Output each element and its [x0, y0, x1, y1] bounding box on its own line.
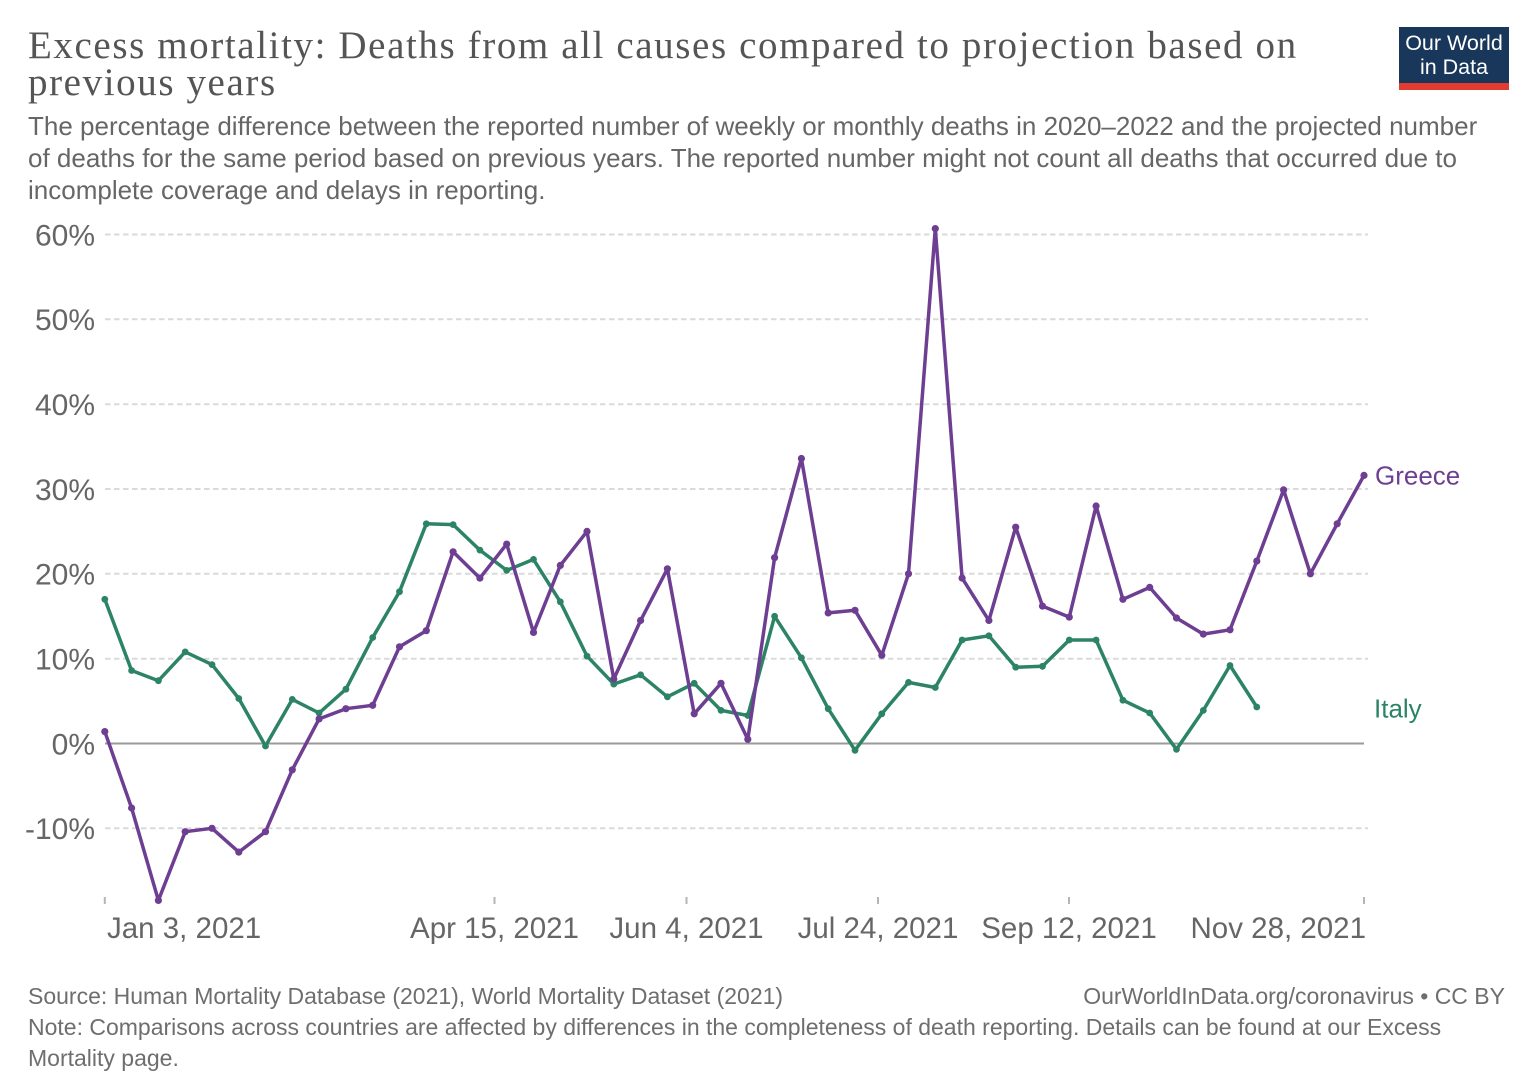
svg-text:0%: 0% — [52, 728, 95, 761]
svg-text:Italy: Italy — [1374, 694, 1422, 724]
svg-text:Jan 3, 2021: Jan 3, 2021 — [107, 912, 261, 945]
svg-text:Jun 4, 2021: Jun 4, 2021 — [609, 912, 763, 945]
svg-text:Jul 24, 2021: Jul 24, 2021 — [798, 912, 959, 945]
svg-text:60%: 60% — [35, 219, 95, 252]
svg-text:10%: 10% — [35, 644, 95, 677]
svg-text:Sep 12, 2021: Sep 12, 2021 — [981, 912, 1157, 945]
svg-text:50%: 50% — [35, 304, 95, 337]
svg-text:-10%: -10% — [25, 813, 95, 846]
svg-text:Nov 28, 2021: Nov 28, 2021 — [1191, 912, 1367, 945]
svg-text:Greece: Greece — [1375, 461, 1460, 491]
svg-text:30%: 30% — [35, 474, 95, 507]
svg-text:40%: 40% — [35, 389, 95, 422]
svg-text:Apr 15, 2021: Apr 15, 2021 — [410, 912, 579, 945]
svg-text:20%: 20% — [35, 559, 95, 592]
